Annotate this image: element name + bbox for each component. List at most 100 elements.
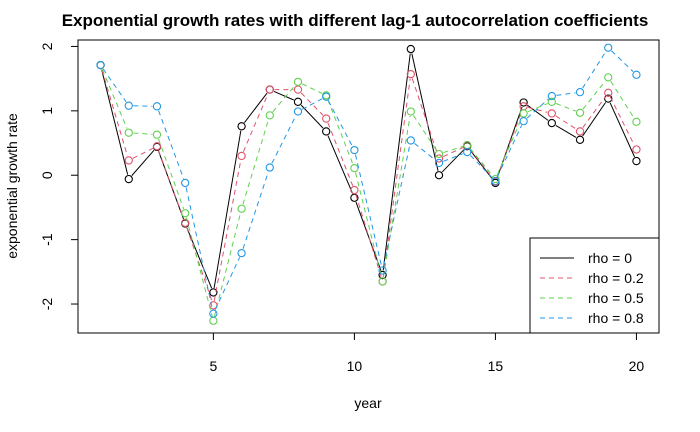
series-line-segment xyxy=(186,227,213,289)
series-line-segment xyxy=(611,50,634,72)
series-line-segment xyxy=(354,154,383,267)
data-point xyxy=(463,147,472,157)
data-point xyxy=(632,145,641,154)
legend-label: rho = 0.2 xyxy=(588,270,644,286)
series-line-segment xyxy=(442,147,464,158)
data-point xyxy=(434,171,444,180)
x-tick-label: 5 xyxy=(209,358,217,374)
y-tick-label: -2 xyxy=(39,298,55,311)
data-point xyxy=(265,85,274,94)
series-line-segment xyxy=(355,172,382,278)
data-point xyxy=(547,109,556,118)
x-tick-label: 20 xyxy=(629,358,645,374)
series-line-segment xyxy=(556,92,576,96)
data-point xyxy=(604,43,613,52)
series-line-segment xyxy=(327,135,354,194)
series-line-segment xyxy=(186,227,213,302)
series-line-segment xyxy=(242,119,269,205)
series-0 xyxy=(96,44,641,297)
series-line-segment xyxy=(101,69,129,175)
series-line-segment xyxy=(609,96,635,146)
data-point xyxy=(293,107,303,116)
data-point xyxy=(152,102,162,111)
series-line-segment xyxy=(582,102,607,137)
data-point xyxy=(632,117,641,126)
series-line-segment xyxy=(355,194,382,278)
data-point xyxy=(491,176,500,186)
data-point xyxy=(293,97,303,106)
data-point xyxy=(519,109,528,118)
series-line-segment xyxy=(242,93,269,152)
data-point xyxy=(604,73,613,82)
data-point xyxy=(406,69,415,79)
data-point xyxy=(96,60,105,70)
legend-label: rho = 0.5 xyxy=(588,290,644,306)
data-point xyxy=(209,316,218,325)
y-tick-label: 1 xyxy=(39,107,55,115)
data-point xyxy=(124,174,133,184)
data-point xyxy=(124,128,133,137)
data-point xyxy=(547,118,556,128)
data-point xyxy=(406,136,415,145)
data-point xyxy=(632,156,641,166)
data-point xyxy=(575,108,585,117)
series-2 xyxy=(96,60,641,325)
series-line-segment xyxy=(527,103,548,113)
plot-frame xyxy=(77,39,660,334)
series-line-segment xyxy=(582,96,606,129)
data-point xyxy=(293,85,303,94)
series-line-segment xyxy=(242,171,269,249)
data-point xyxy=(350,163,359,173)
data-point xyxy=(575,135,585,144)
x-tick-label: 10 xyxy=(347,358,363,374)
series-line-segment xyxy=(213,130,242,288)
series-line-segment xyxy=(382,78,411,277)
legend-label: rho = 0 xyxy=(588,250,632,266)
data-point xyxy=(378,266,387,275)
series-line-segment xyxy=(383,144,411,267)
series-line-segment xyxy=(582,51,607,89)
data-point xyxy=(322,92,331,101)
series-line-segment xyxy=(555,115,577,130)
series-line-segment xyxy=(411,53,439,171)
series-line-segment xyxy=(301,83,323,94)
data-point xyxy=(604,88,613,97)
series-line-segment xyxy=(158,138,185,210)
data-point xyxy=(378,270,387,280)
series-line-segment xyxy=(272,85,296,113)
series-line-segment xyxy=(133,132,153,135)
series-1 xyxy=(96,60,641,310)
chart-title: Exponential growth rates with different … xyxy=(62,11,649,30)
x-axis-label: year xyxy=(354,395,382,411)
series-line-segment xyxy=(470,154,493,179)
data-point xyxy=(237,151,246,161)
data-point xyxy=(434,154,444,163)
series-line-segment xyxy=(526,98,549,119)
series-line-segment xyxy=(301,98,323,110)
data-point xyxy=(237,248,246,258)
series-line-segment xyxy=(411,78,439,155)
series-line-segment xyxy=(158,110,185,179)
series-line-segment xyxy=(443,153,464,162)
series-line-segment xyxy=(158,150,185,219)
data-point xyxy=(124,156,133,165)
data-point xyxy=(265,163,274,172)
data-point xyxy=(322,114,331,123)
series-line-segment xyxy=(327,99,354,165)
data-point xyxy=(519,116,528,126)
series-line-segment xyxy=(382,115,411,278)
data-point xyxy=(406,44,415,54)
data-point xyxy=(265,111,274,120)
series-line-segment xyxy=(527,106,548,113)
data-point xyxy=(604,94,613,103)
data-point xyxy=(181,178,190,188)
data-point xyxy=(547,97,556,106)
series-line-segment xyxy=(609,102,635,158)
series-line-segment xyxy=(185,187,213,310)
series-line-segment xyxy=(327,122,354,186)
series-line-segment xyxy=(382,53,411,271)
data-point xyxy=(519,98,528,107)
legend-label: rho = 0.8 xyxy=(588,310,644,326)
series-line-segment xyxy=(243,92,268,123)
series-line-segment xyxy=(132,147,154,159)
